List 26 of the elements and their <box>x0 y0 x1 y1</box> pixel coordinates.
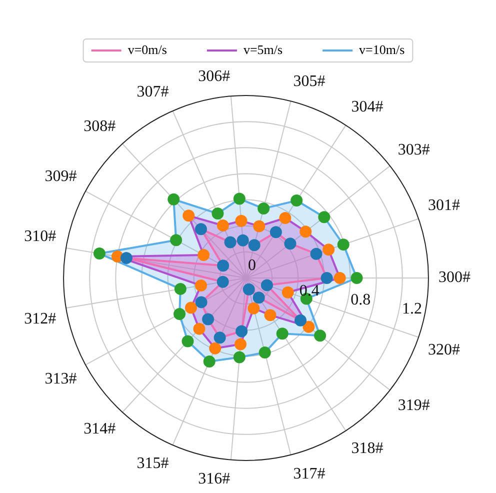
spoke-label: 314# <box>84 420 116 438</box>
spoke-label: 306# <box>198 68 230 85</box>
spoke-label: 318# <box>351 440 384 457</box>
spoke-label: 317# <box>293 465 326 482</box>
spoke-label: 307# <box>136 83 169 100</box>
legend-label: v=10m/s <box>359 42 405 57</box>
legend-label: v=5m/s <box>243 42 283 57</box>
spoke-label: 315# <box>136 455 169 472</box>
spoke-label: 316# <box>198 470 230 488</box>
y-tick-label: 0 <box>248 257 256 274</box>
y-tick-label: 1.2 <box>402 300 422 318</box>
spoke-label: 320# <box>428 341 460 358</box>
y-tick-label: 0.8 <box>350 291 371 308</box>
legend-label: v=0m/s <box>128 42 167 57</box>
spoke-label: 301# <box>428 197 460 214</box>
spoke-label: 303# <box>398 141 430 158</box>
spoke-label: 304# <box>351 98 384 116</box>
spoke-label: 310# <box>24 228 56 245</box>
spoke-label: 312# <box>24 310 56 328</box>
spoke-label: 308# <box>84 118 116 136</box>
y-tick-label: 0.4 <box>299 282 320 300</box>
spoke-label: 309# <box>44 168 77 186</box>
spoke-label: 300# <box>438 269 470 286</box>
spoke-label: 313# <box>44 370 77 388</box>
spoke-label: 305# <box>293 73 326 90</box>
spoke-label: 319# <box>398 397 430 414</box>
